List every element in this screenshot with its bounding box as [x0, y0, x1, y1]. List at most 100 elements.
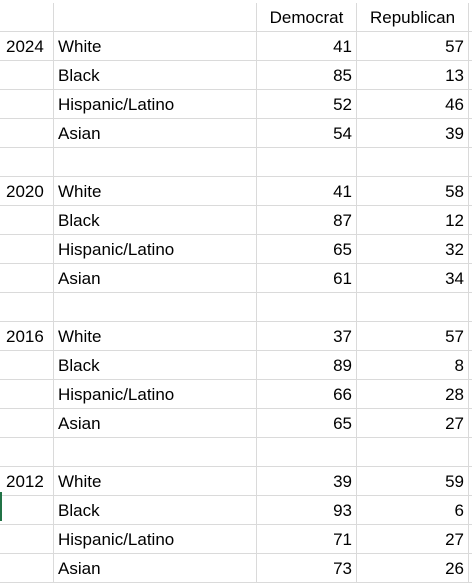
cell-republican[interactable]: 59 — [357, 467, 469, 496]
header-cell-tail[interactable] — [469, 3, 472, 32]
cell-democrat[interactable]: 37 — [257, 322, 357, 351]
cell-group[interactable]: Black — [54, 496, 257, 525]
cell-year[interactable] — [0, 351, 54, 380]
cell-year[interactable] — [0, 61, 54, 90]
cell-republican[interactable]: 6 — [357, 496, 469, 525]
cell-republican[interactable]: 34 — [357, 264, 469, 293]
cell-democrat[interactable]: 65 — [257, 409, 357, 438]
cell-year[interactable]: 2012 — [0, 467, 54, 496]
cell-group[interactable]: Asian — [54, 119, 257, 148]
cell-group[interactable]: Black — [54, 351, 257, 380]
cell-group[interactable] — [54, 148, 257, 177]
cell-republican[interactable]: 13 — [357, 61, 469, 90]
cell-year[interactable] — [0, 554, 54, 583]
cell-democrat[interactable]: 87 — [257, 206, 357, 235]
cell-democrat[interactable]: 39 — [257, 467, 357, 496]
cell-democrat[interactable]: 73 — [257, 554, 357, 583]
cell-year[interactable] — [0, 119, 54, 148]
cell-year[interactable] — [0, 90, 54, 119]
cell-democrat[interactable] — [257, 293, 357, 322]
header-cell-group[interactable] — [54, 3, 257, 32]
cell-year[interactable] — [0, 496, 54, 525]
cell-tail[interactable] — [469, 32, 472, 61]
cell-democrat[interactable]: 41 — [257, 32, 357, 61]
cell-tail[interactable] — [469, 351, 472, 380]
cell-republican[interactable]: 57 — [357, 32, 469, 61]
cell-tail[interactable] — [469, 90, 472, 119]
cell-democrat[interactable]: 41 — [257, 177, 357, 206]
cell-group[interactable] — [54, 438, 257, 467]
cell-republican[interactable] — [357, 293, 469, 322]
cell-group[interactable]: Asian — [54, 554, 257, 583]
cell-republican[interactable]: 57 — [357, 322, 469, 351]
cell-year[interactable]: 2024 — [0, 32, 54, 61]
cell-tail[interactable] — [469, 554, 472, 583]
cell-democrat[interactable]: 61 — [257, 264, 357, 293]
cell-year[interactable] — [0, 293, 54, 322]
cell-republican[interactable]: 58 — [357, 177, 469, 206]
cell-group[interactable] — [54, 293, 257, 322]
cell-group[interactable]: White — [54, 467, 257, 496]
cell-group[interactable]: White — [54, 322, 257, 351]
cell-group[interactable]: White — [54, 32, 257, 61]
cell-tail[interactable] — [469, 467, 472, 496]
cell-democrat[interactable] — [257, 438, 357, 467]
cell-democrat[interactable]: 66 — [257, 380, 357, 409]
cell-republican[interactable]: 12 — [357, 206, 469, 235]
cell-group[interactable]: Hispanic/Latino — [54, 380, 257, 409]
cell-year[interactable] — [0, 235, 54, 264]
header-cell-democrat[interactable]: Democrat — [257, 3, 357, 32]
cell-year[interactable] — [0, 148, 54, 177]
cell-group[interactable]: White — [54, 177, 257, 206]
cell-republican[interactable]: 27 — [357, 409, 469, 438]
cell-group[interactable]: Hispanic/Latino — [54, 525, 257, 554]
cell-tail[interactable] — [469, 496, 472, 525]
cell-democrat[interactable]: 89 — [257, 351, 357, 380]
cell-republican[interactable]: 39 — [357, 119, 469, 148]
cell-group[interactable]: Hispanic/Latino — [54, 90, 257, 119]
cell-democrat[interactable]: 71 — [257, 525, 357, 554]
cell-democrat[interactable]: 54 — [257, 119, 357, 148]
cell-year[interactable] — [0, 438, 54, 467]
cell-tail[interactable] — [469, 235, 472, 264]
cell-group[interactable]: Black — [54, 206, 257, 235]
cell-tail[interactable] — [469, 264, 472, 293]
cell-tail[interactable] — [469, 409, 472, 438]
cell-group[interactable]: Asian — [54, 264, 257, 293]
cell-republican[interactable]: 46 — [357, 90, 469, 119]
cell-year[interactable] — [0, 380, 54, 409]
cell-republican[interactable]: 28 — [357, 380, 469, 409]
cell-republican[interactable]: 26 — [357, 554, 469, 583]
cell-tail[interactable] — [469, 206, 472, 235]
cell-year[interactable]: 2016 — [0, 322, 54, 351]
cell-year[interactable] — [0, 264, 54, 293]
cell-tail[interactable] — [469, 293, 472, 322]
cell-republican[interactable] — [357, 148, 469, 177]
cell-tail[interactable] — [469, 322, 472, 351]
cell-year[interactable]: 2020 — [0, 177, 54, 206]
cell-year[interactable] — [0, 206, 54, 235]
cell-republican[interactable]: 27 — [357, 525, 469, 554]
header-cell-republican[interactable]: Republican — [357, 3, 469, 32]
cell-tail[interactable] — [469, 380, 472, 409]
cell-democrat[interactable]: 85 — [257, 61, 357, 90]
cell-year[interactable] — [0, 409, 54, 438]
cell-tail[interactable] — [469, 148, 472, 177]
cell-republican[interactable]: 32 — [357, 235, 469, 264]
cell-tail[interactable] — [469, 61, 472, 90]
cell-democrat[interactable] — [257, 148, 357, 177]
cell-tail[interactable] — [469, 119, 472, 148]
cell-tail[interactable] — [469, 525, 472, 554]
cell-group[interactable]: Black — [54, 61, 257, 90]
cell-democrat[interactable]: 65 — [257, 235, 357, 264]
cell-republican[interactable] — [357, 438, 469, 467]
cell-tail[interactable] — [469, 438, 472, 467]
cell-democrat[interactable]: 93 — [257, 496, 357, 525]
cell-group[interactable]: Asian — [54, 409, 257, 438]
header-cell-year[interactable] — [0, 3, 54, 32]
cell-tail[interactable] — [469, 177, 472, 206]
cell-group[interactable]: Hispanic/Latino — [54, 235, 257, 264]
cell-democrat[interactable]: 52 — [257, 90, 357, 119]
cell-republican[interactable]: 8 — [357, 351, 469, 380]
cell-year[interactable] — [0, 525, 54, 554]
